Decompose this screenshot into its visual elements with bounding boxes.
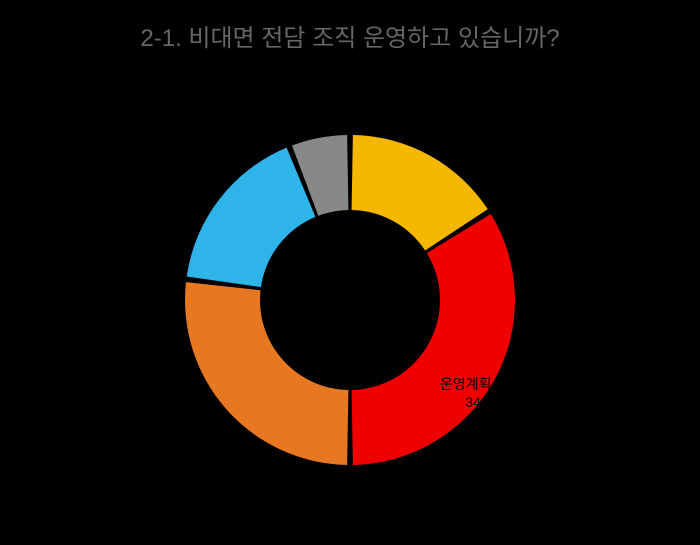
slice-label: 운영계획, 93,34%	[440, 375, 519, 411]
donut-slice	[185, 282, 348, 465]
slice-label: 무응답, 18, 6%	[225, 90, 315, 110]
slice-label: 운영 중, 43, 16%	[410, 115, 512, 135]
slice-label: 모름, 46, 17%	[30, 195, 115, 215]
donut-slice	[352, 214, 515, 465]
slice-label: 미운영, 74, 27%	[45, 445, 143, 465]
donut-chart	[150, 100, 550, 500]
chart-title: 2-1. 비대면 전담 조직 운영하고 있습니까?	[0, 0, 700, 53]
donut-slice	[187, 147, 316, 286]
